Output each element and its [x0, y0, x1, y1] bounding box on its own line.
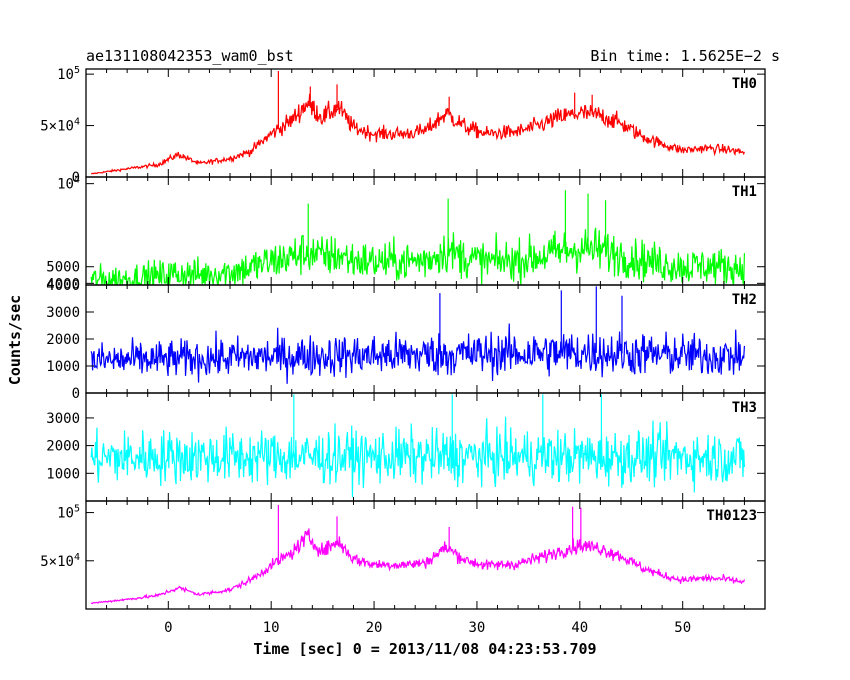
y-axis-label: Counts/sec	[6, 295, 24, 385]
series-th2	[90, 286, 746, 384]
series-th0	[91, 71, 745, 175]
y-tick-label: 4000	[46, 278, 80, 294]
series-th3	[90, 394, 746, 498]
panel-frame	[85, 68, 766, 178]
y-tick-label: 104	[57, 175, 80, 193]
y-tick-label: 0	[72, 386, 80, 402]
panel-label: TH2	[732, 292, 757, 308]
x-tick-label: 30	[469, 620, 486, 636]
y-tick-label: 105	[57, 65, 80, 83]
y-tick-label: 1000	[46, 359, 80, 375]
x-axis: 0 10 20 30 40 50	[164, 620, 691, 636]
y-tick-label: 105	[57, 504, 80, 522]
panel-th3: TH3 1000 2000 3000	[46, 392, 766, 502]
y-tick-label: 5000	[46, 260, 80, 276]
x-tick-label: 40	[571, 620, 588, 636]
panel-frame	[85, 500, 766, 610]
chart-title: ae131108042353_wam0_bst	[86, 47, 294, 65]
y-tick-label: 2000	[46, 439, 80, 455]
y-tick-label: 0	[72, 170, 80, 186]
y-tick-label: 1000	[46, 466, 80, 482]
x-tick-label: 20	[366, 620, 383, 636]
bin-time-label: Bin time: 1.5625E−2 s	[590, 47, 780, 65]
y-tick-label: 5×104	[40, 552, 80, 570]
x-tick-label: 50	[674, 620, 691, 636]
series-th1	[90, 190, 746, 285]
y-tick-label: 3000	[46, 305, 80, 321]
y-tick-label: 4000	[46, 276, 80, 292]
panel-th0123: TH0123 5×104 105	[40, 500, 766, 610]
y-tick-label: 3000	[46, 411, 80, 427]
panel-label: TH3	[732, 400, 757, 416]
panel-label: TH0123	[706, 508, 757, 524]
y-tick-label: 5×104	[40, 117, 80, 135]
panel-label: TH0	[732, 76, 757, 92]
panel-th1: TH1 4000 5000 104	[46, 175, 766, 292]
y-tick-label: 2000	[46, 332, 80, 348]
series-th0123	[90, 504, 745, 605]
panel-frame	[85, 284, 766, 394]
x-tick-label: 10	[263, 620, 280, 636]
x-tick-label: 0	[164, 620, 172, 636]
panel-label: TH1	[732, 184, 757, 200]
panel-th2: TH2 0 1000 2000 3000 4000	[46, 278, 766, 402]
x-axis-label: Time [sec] 0 = 2013/11/08 04:23:53.709	[253, 640, 596, 658]
panel-th0: TH0 0 5×104 105	[40, 65, 766, 186]
panels: TH0 0 5×104 105 TH1 4000 5000 104 TH2 0 1000 2000 30…	[40, 65, 766, 610]
